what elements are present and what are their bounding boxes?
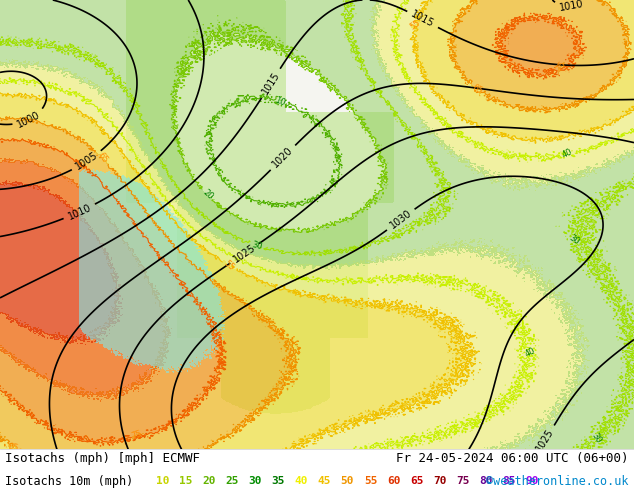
- Text: 45: 45: [318, 476, 331, 486]
- Text: Isotachs (mph) [mph] ECMWF: Isotachs (mph) [mph] ECMWF: [5, 452, 200, 465]
- Text: 30: 30: [251, 240, 264, 251]
- Text: 75: 75: [456, 476, 470, 486]
- Text: 1030: 1030: [388, 208, 413, 231]
- Text: 70: 70: [433, 476, 447, 486]
- Text: 1000: 1000: [16, 109, 42, 129]
- Text: 30: 30: [567, 233, 581, 246]
- Text: 25: 25: [225, 476, 238, 486]
- Text: 1020: 1020: [271, 146, 295, 170]
- Text: ©weatheronline.co.uk: ©weatheronline.co.uk: [486, 474, 629, 488]
- Text: 40: 40: [294, 476, 308, 486]
- Text: Fr 24-05-2024 06:00 UTC (06+00): Fr 24-05-2024 06:00 UTC (06+00): [396, 452, 629, 465]
- Text: 20: 20: [202, 476, 216, 486]
- Text: 55: 55: [408, 19, 422, 32]
- Text: 65: 65: [6, 442, 19, 453]
- Text: 65: 65: [96, 151, 109, 165]
- Text: 1025: 1025: [534, 427, 556, 453]
- Text: 55: 55: [222, 259, 236, 272]
- Text: 40: 40: [524, 346, 537, 359]
- Text: Isotachs 10m (mph): Isotachs 10m (mph): [5, 474, 133, 488]
- Text: 10: 10: [274, 95, 287, 107]
- Text: 75: 75: [555, 59, 568, 74]
- Text: 75: 75: [130, 428, 143, 441]
- Text: 30: 30: [589, 431, 602, 445]
- Text: 10: 10: [156, 476, 169, 486]
- Text: 1015: 1015: [410, 9, 436, 29]
- Text: 65: 65: [410, 476, 424, 486]
- Text: 60: 60: [387, 476, 401, 486]
- Text: 80: 80: [479, 476, 493, 486]
- Text: 90: 90: [526, 476, 539, 486]
- Text: 50: 50: [340, 476, 354, 486]
- Text: 1025: 1025: [231, 242, 258, 265]
- Text: 20: 20: [201, 188, 215, 202]
- Text: 40: 40: [560, 147, 574, 160]
- Text: 35: 35: [271, 476, 285, 486]
- Text: 1015: 1015: [260, 70, 281, 97]
- Text: 55: 55: [364, 476, 377, 486]
- Text: 1005: 1005: [74, 150, 100, 172]
- Text: 15: 15: [179, 476, 192, 486]
- Text: 85: 85: [503, 476, 516, 486]
- Text: 65: 65: [470, 82, 484, 96]
- Text: 30: 30: [248, 476, 262, 486]
- Text: 1010: 1010: [67, 202, 93, 221]
- Text: 1010: 1010: [559, 0, 585, 13]
